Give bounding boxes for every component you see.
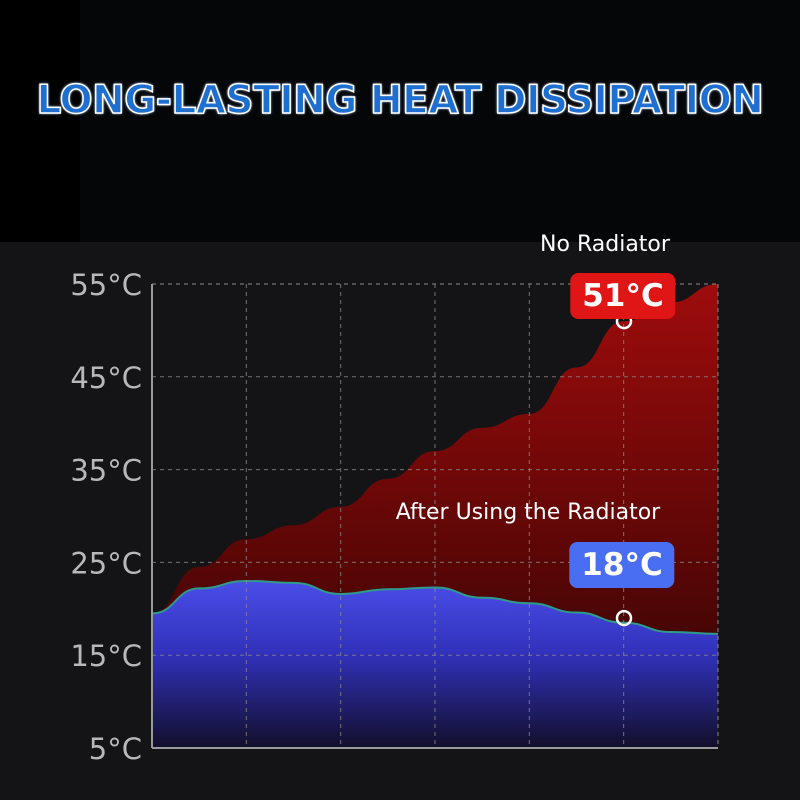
radiator-marker [615,609,633,627]
y-tick-label: 45°C [70,361,142,395]
no-radiator-label: No Radiator [540,232,670,257]
y-tick-label: 55°C [70,268,142,302]
radiator-badge: 18°C [569,542,675,588]
y-tick-label: 15°C [70,639,142,673]
no-radiator-badge: 51°C [570,273,676,319]
radiator-area [152,580,718,748]
header-panel [80,0,800,242]
y-tick-label: 25°C [70,546,142,580]
y-tick-label: 5°C [89,732,142,766]
page-title: LONG-LASTING HEAT DISSIPATION [36,77,765,124]
radiator-label: After Using the Radiator [395,500,661,525]
y-tick-label: 35°C [70,454,142,488]
